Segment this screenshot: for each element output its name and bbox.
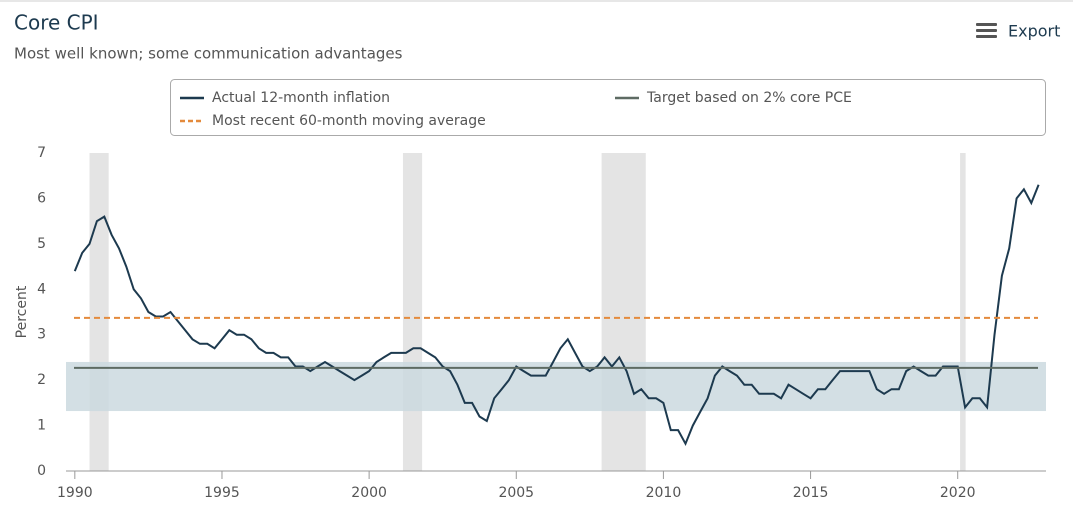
menu-icon [976,23,997,26]
recession-shade [960,153,966,471]
legend-label: Actual 12-month inflation [212,90,390,106]
y-tick-label: 1 [37,418,46,434]
chart-title: Core CPI [14,11,99,35]
legend-label: Target based on 2% core PCE [646,90,852,106]
export-label: Export [1008,22,1060,41]
y-tick-label: 3 [37,327,46,343]
x-tick-label: 2020 [940,485,976,501]
y-tick-label: 2 [37,372,46,388]
export-button[interactable]: Export [976,22,1060,41]
x-tick-label: 2015 [793,485,829,501]
y-tick-label: 7 [37,145,46,161]
x-tick-label: 1995 [204,485,240,501]
y-tick-label: 5 [37,236,46,252]
x-tick-label: 2005 [498,485,534,501]
recession-shade [89,153,109,471]
y-axis-label: Percent [14,285,30,338]
y-tick-label: 4 [37,281,46,297]
menu-icon [976,35,997,38]
recession-shade [601,153,646,471]
x-tick-label: 2000 [351,485,387,501]
recession-shade [402,153,423,471]
target-band [66,361,1046,412]
chart-subtitle: Most well known; some communication adva… [14,45,403,63]
menu-icon [976,29,997,32]
inflation-line [73,184,1040,447]
legend-label: Most recent 60-month moving average [212,113,486,129]
x-tick-label: 2010 [646,485,682,501]
y-tick-label: 6 [37,190,46,206]
legend [170,79,1046,136]
x-tick-label: 1990 [57,485,93,501]
y-tick-label: 0 [37,463,46,479]
